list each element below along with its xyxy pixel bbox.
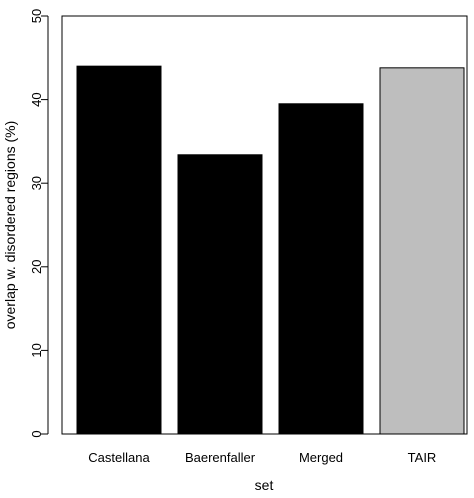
plot-box [61,15,468,435]
x-tick-label: Castellana [88,450,150,465]
bar-tair [379,67,465,435]
bar-castellana [76,65,162,435]
x-tick-label: TAIR [408,450,437,465]
y-tick-label: 0 [29,430,44,437]
y-axis-title: overlap w. disordered regions (%) [2,121,18,330]
bars-group [76,65,465,435]
bar-baerenfaller [177,154,263,435]
y-tick-label: 20 [29,260,44,274]
y-tick-label: 50 [29,9,44,23]
y-tick-label: 10 [29,343,44,357]
bar-merged [278,103,364,435]
y-axis: 0 10 20 30 40 50 [29,9,49,438]
y-tick-label: 40 [29,92,44,106]
x-tick-label: Merged [299,450,343,465]
x-tick-label: Baerenfaller [185,450,256,465]
x-axis: Castellana Baerenfaller Merged TAIR [88,450,436,465]
x-axis-title: set [255,477,274,493]
y-tick-label: 30 [29,176,44,190]
